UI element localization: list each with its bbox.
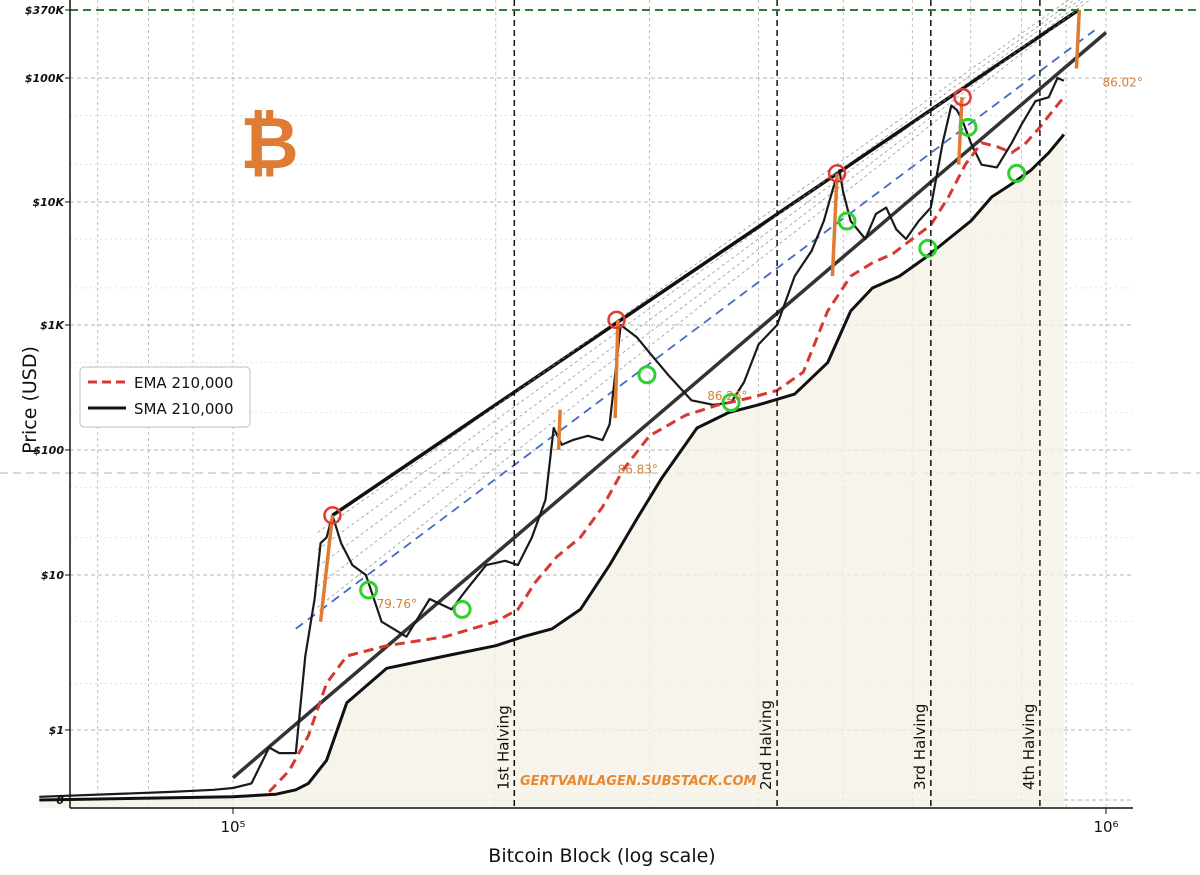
y-tick-label-3: $100 xyxy=(33,444,64,457)
bottom-circle-3 xyxy=(721,392,741,412)
angle-label-1: 86.83° xyxy=(618,462,658,476)
axes: 0 $1 $10 $100 $1K $10K $100K $370K 10⁵ 10⁶ xyxy=(25,0,1133,836)
bottom-circle-2 xyxy=(637,365,657,385)
fan-line-4 xyxy=(317,0,1075,550)
x-tick-label-1: 10⁶ xyxy=(1093,818,1118,836)
pump-line-3 xyxy=(830,173,839,277)
y-tick-label-0: 0 xyxy=(56,794,64,807)
bottom-circle-5 xyxy=(918,238,938,258)
halving-label-2: 2nd Halving xyxy=(757,700,775,790)
angle-label-0: 79.76° xyxy=(377,597,417,611)
series-lines xyxy=(39,76,1066,808)
y-axis-label: Price (USD) xyxy=(19,346,41,454)
y-tick-label-4: $1K xyxy=(40,319,65,332)
fan-line-1 xyxy=(317,0,1091,608)
angle-label-2: 86.26° xyxy=(707,389,747,403)
pump-line-0 xyxy=(318,515,335,622)
top-circle-1 xyxy=(607,310,626,330)
bottom-circle-4 xyxy=(837,211,857,231)
top-circle-0 xyxy=(323,506,342,525)
area-under-sma xyxy=(39,134,1064,808)
y-tick-label-1: $1 xyxy=(49,724,64,737)
bitcoin-logo: ₿ xyxy=(240,101,299,185)
y-tick-label-6: $100K xyxy=(25,72,66,85)
angle-labels: 79.76° 86.83° 86.26° 86.02° xyxy=(377,75,1143,611)
series-line-1 xyxy=(268,96,1066,793)
legend-sma-label: SMA 210,000 xyxy=(134,400,234,418)
halving-label-3: 3rd Halving xyxy=(911,704,929,790)
bottom-circle-0 xyxy=(359,580,379,600)
bottom-circle-6 xyxy=(958,117,978,137)
x-tick-label-0: 10⁵ xyxy=(220,818,245,836)
series-line-2 xyxy=(39,133,1066,802)
y-tick-label-7: $370K xyxy=(25,4,66,17)
bottom-circle-7 xyxy=(1007,163,1027,183)
pump-line-2 xyxy=(613,319,620,419)
legend: EMA 210,000 SMA 210,000 xyxy=(79,366,251,428)
x-axis-label: Bitcoin Block (log scale) xyxy=(488,845,715,867)
legend-ema-label: EMA 210,000 xyxy=(134,374,233,392)
pump-line-1 xyxy=(556,409,562,451)
top-circle-3 xyxy=(953,87,972,107)
series-line-0 xyxy=(39,76,1065,798)
watermark: GERTVANLAGEN.SUBSTACK.COM xyxy=(520,774,757,789)
halving-label-4: 4th Halving xyxy=(1020,704,1038,790)
pump-line-5 xyxy=(1074,9,1082,69)
angle-label-3: 86.02° xyxy=(1102,75,1142,89)
cycle-markers xyxy=(318,9,1082,622)
y-tick-label-5: $10K xyxy=(33,196,66,209)
bottom-circle-1 xyxy=(452,599,472,619)
halving-lines: 1st Halving 2nd Halving 3rd Halving 4th Hal… xyxy=(494,0,1041,808)
fan-line-5 xyxy=(317,0,1070,533)
top-circle-2 xyxy=(827,164,847,183)
fan-line-3 xyxy=(317,0,1080,568)
y-tick-label-2: $10 xyxy=(41,569,64,582)
halving-label-1: 1st Halving xyxy=(494,705,512,790)
